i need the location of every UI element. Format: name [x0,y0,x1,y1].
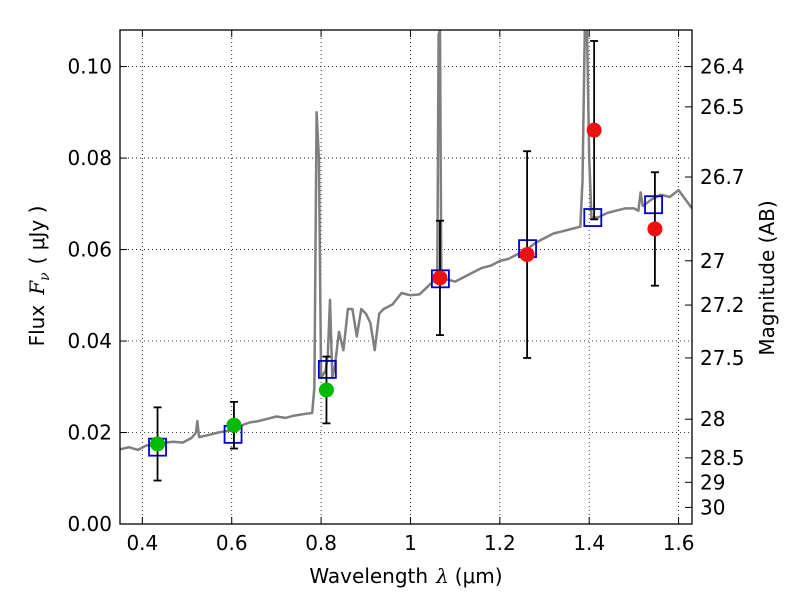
x-tick-label: 1.6 [663,531,695,555]
y2-axis-title: Magnitude (AB) [755,200,779,355]
y-axis-title: FluxFν( μJy ) [25,206,53,347]
mag-tick-label: 26.4 [700,55,745,79]
red-data-point [647,221,663,237]
mag-tick-label: 27.5 [700,346,745,370]
y-tick-label: 0.06 [67,238,112,262]
x-tick-label: 0.8 [305,531,337,555]
mag-tick-label: 27.2 [700,293,745,317]
mag-tick-label: 29 [700,470,725,494]
model-square [644,195,663,215]
y-tick-label: 0.08 [67,146,112,170]
green-data-point [318,382,334,398]
mag-tick-label: 30 [700,495,725,519]
y-tick-label: 0.00 [67,512,112,536]
mag-tick-label: 28 [700,407,725,431]
mag-tick-label: 26.7 [700,165,745,189]
y-tick-label: 0.04 [67,329,112,353]
plot-frame [119,29,693,525]
x-tick-label: 1 [404,531,417,555]
x-tick-label: 0.6 [216,531,248,555]
red-data-point [432,270,448,286]
axis-ticks [120,30,692,525]
y-tick-label: 0.10 [67,55,112,79]
x-tick-label: 1.4 [573,531,605,555]
mag-tick-label: 26.5 [700,95,745,119]
x-tick-label: 1.2 [484,531,516,555]
model-square [583,208,603,227]
green-data-point [226,417,242,433]
sed-line [120,30,692,452]
mag-tick-label: 27 [700,249,725,273]
y-tick-label: 0.02 [67,421,112,445]
grid [120,30,692,525]
tick-labels: 0.4 0.6 0.8 1 1.2 1.4 1.6 0.00 0.02 0.04 0.06 0.08 0… [67,55,744,555]
mag-tick-label: 28.5 [700,446,745,470]
green-data-point [150,436,166,452]
x-tick-label: 0.4 [126,531,158,555]
x-axis-title: Wavelength λ (μm) [309,564,502,588]
red-data-point [519,247,535,263]
plot-area [120,30,692,482]
red-data-point [586,122,602,138]
